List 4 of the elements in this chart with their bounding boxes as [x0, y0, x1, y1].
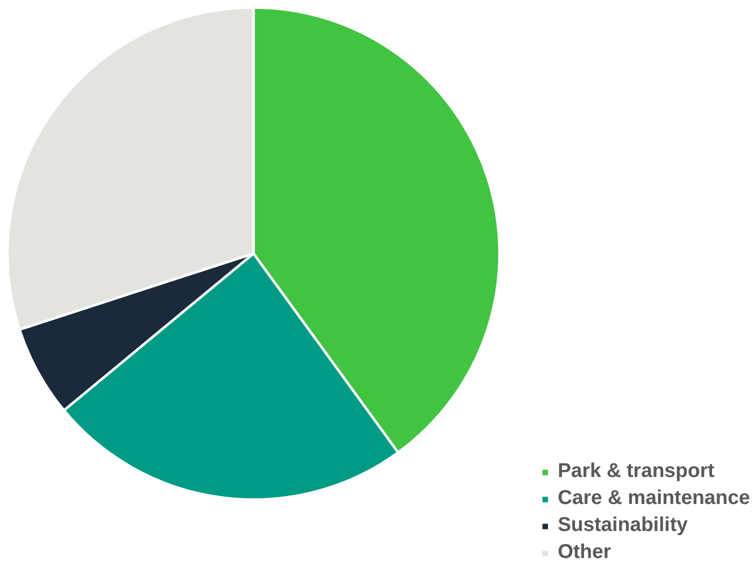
legend-label: Other — [558, 541, 612, 564]
legend-label: Care & maintenance — [558, 487, 750, 510]
legend-label: Sustainability — [558, 514, 688, 537]
legend-label: Park & transport — [558, 460, 714, 483]
